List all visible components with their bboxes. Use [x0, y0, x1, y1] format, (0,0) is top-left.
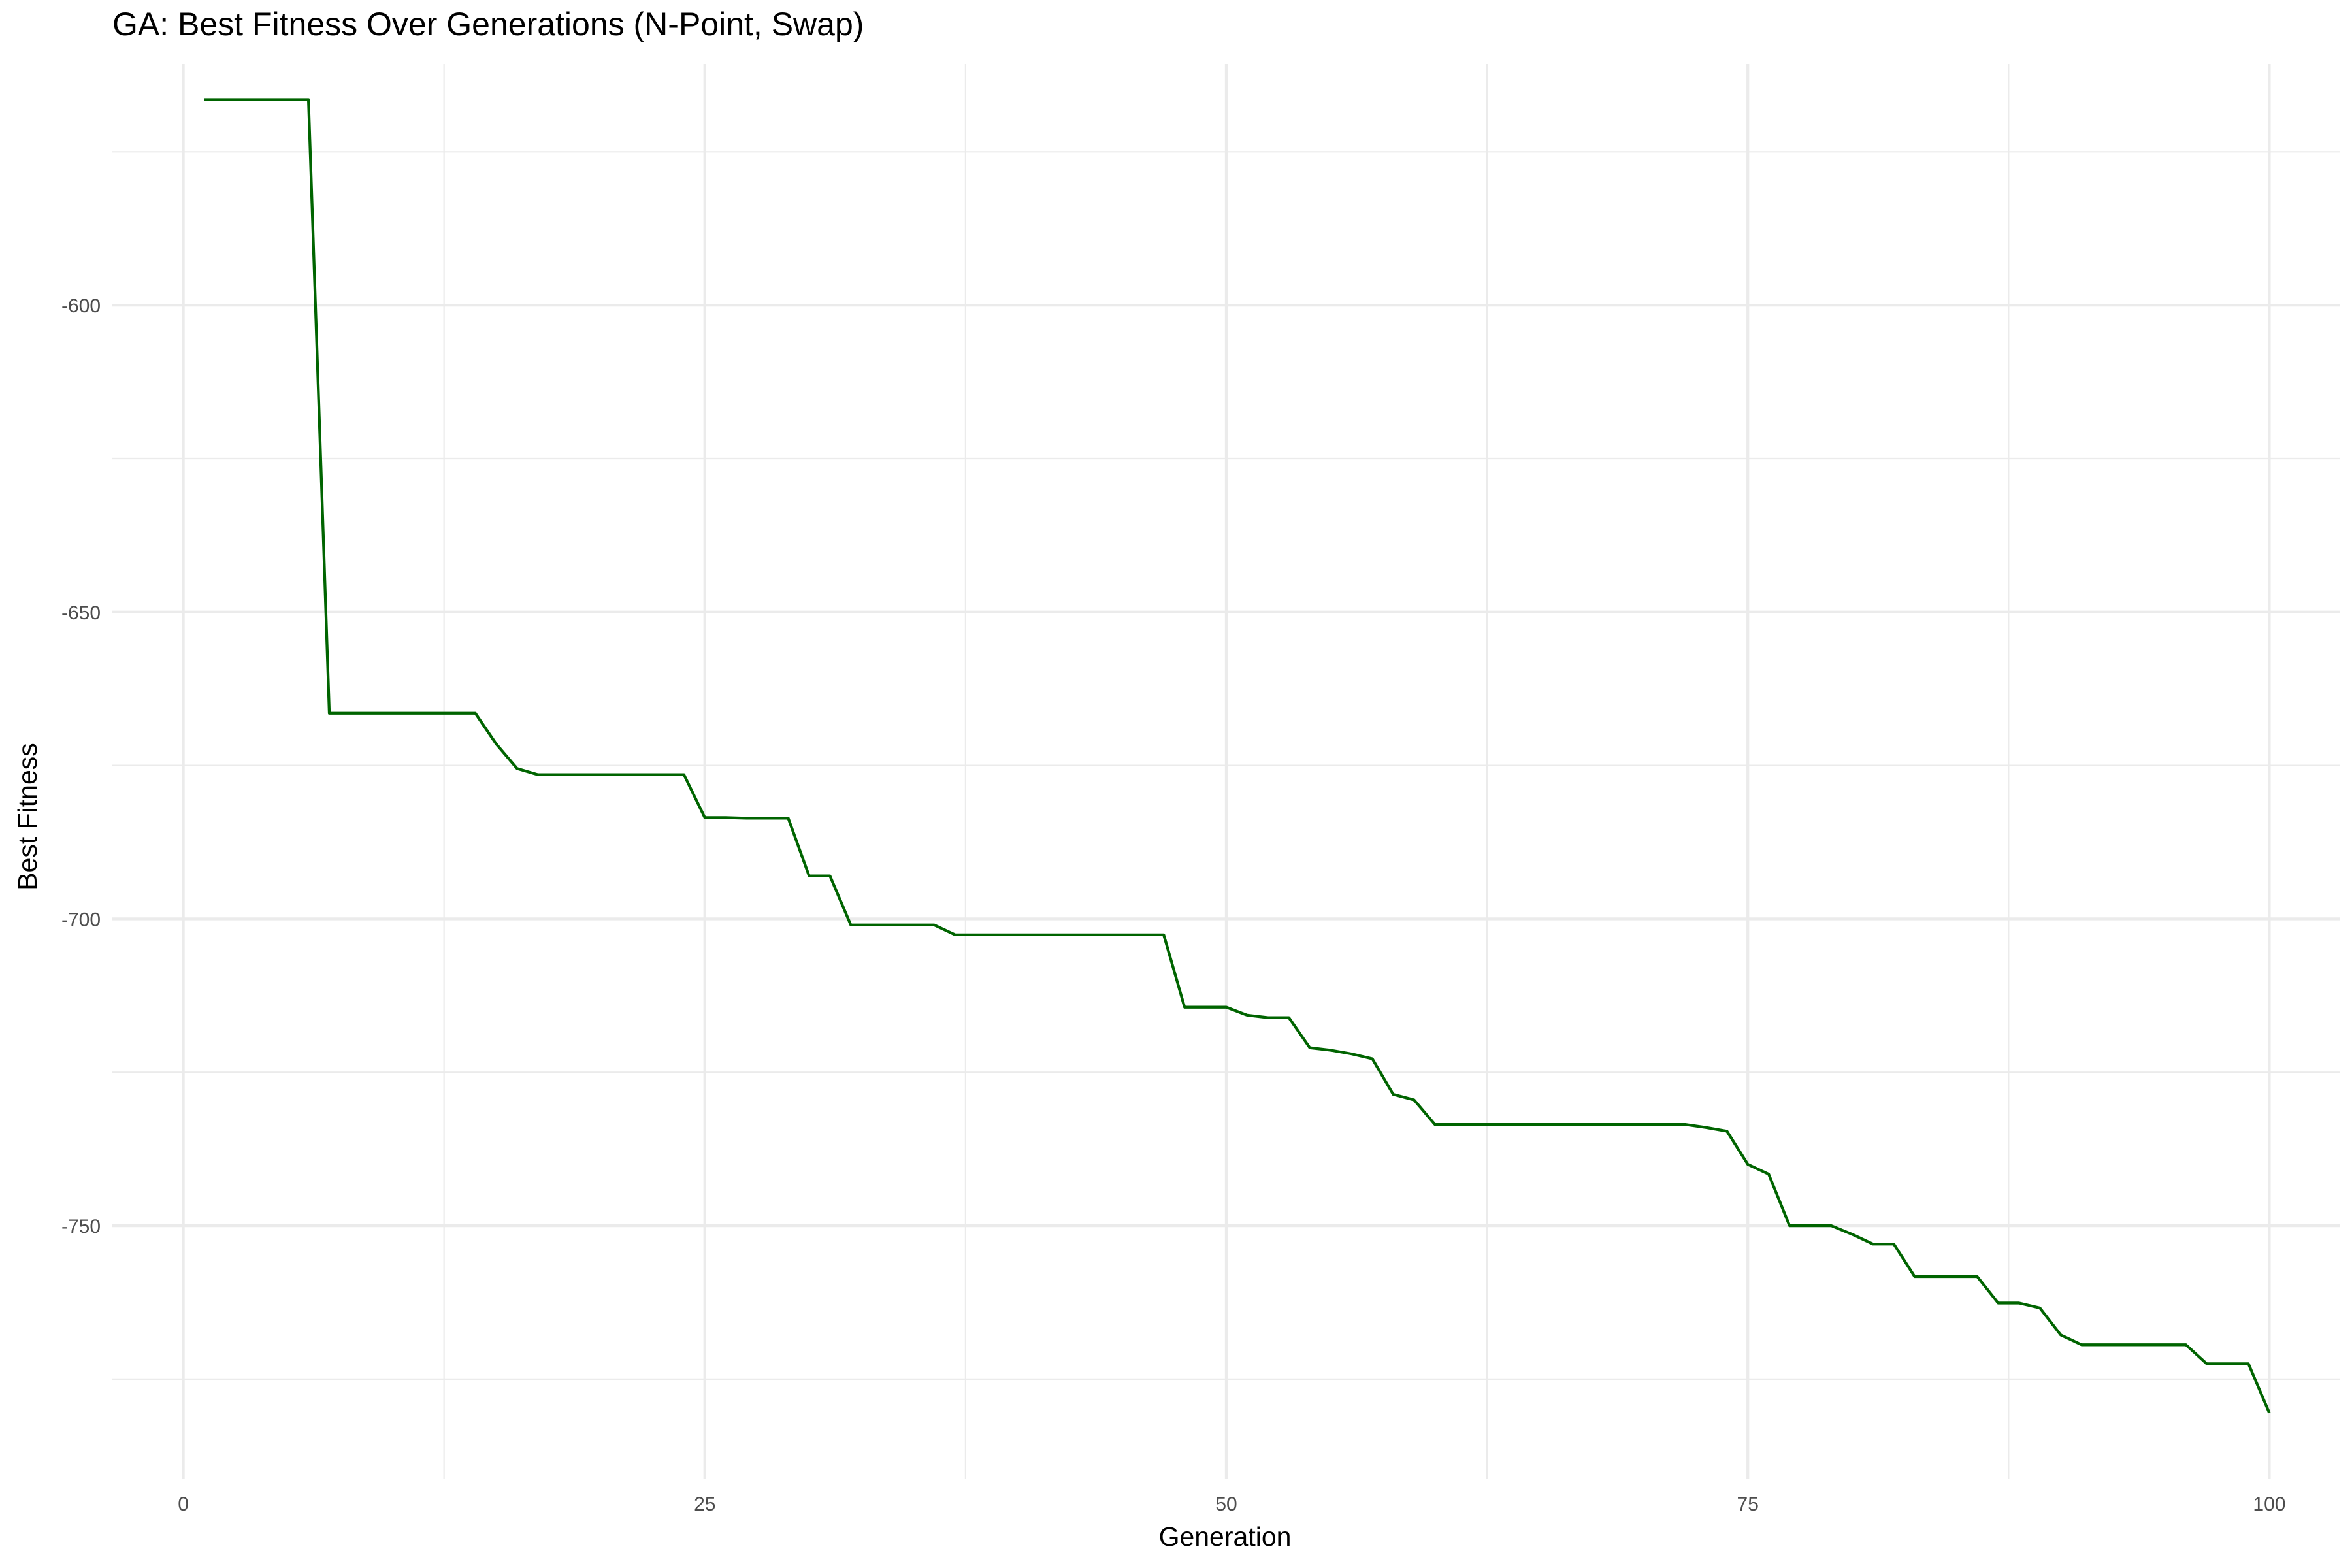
x-tick-label: 0	[178, 1494, 189, 1515]
x-tick-labels: 0 25 50 75 100	[178, 1494, 2285, 1515]
x-axis-title: Generation	[1159, 1522, 1292, 1552]
x-tick-label: 50	[1215, 1494, 1237, 1515]
major-gridlines	[112, 64, 2340, 1479]
y-tick-label: -600	[61, 295, 101, 317]
chart-title: GA: Best Fitness Over Generations (N-Poi…	[112, 6, 864, 42]
x-tick-label: 75	[1737, 1494, 1759, 1515]
x-tick-label: 25	[694, 1494, 715, 1515]
y-tick-label: -650	[61, 602, 101, 624]
series-layer	[204, 98, 2271, 1414]
y-axis-title: Best Fitness	[12, 743, 42, 890]
y-tick-label: -750	[61, 1216, 101, 1237]
y-tick-label: -700	[61, 909, 101, 930]
best-fitness-series-line	[204, 98, 2271, 1414]
x-tick-label: 100	[2253, 1494, 2285, 1515]
y-tick-labels: -600 -650 -700 -750	[61, 295, 101, 1237]
